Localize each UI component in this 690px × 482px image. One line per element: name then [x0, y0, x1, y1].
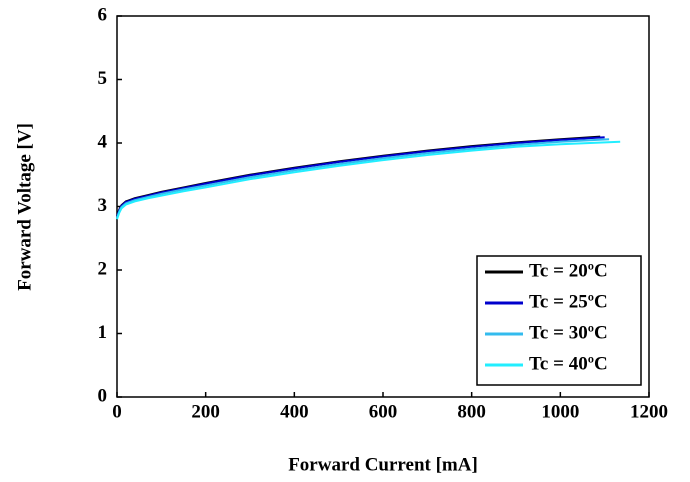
legend-label: Tc = 30ºC: [529, 322, 608, 343]
x-tick-label: 0: [112, 401, 122, 422]
legend-label: Tc = 25ºC: [529, 291, 608, 312]
legend-label: Tc = 20ºC: [529, 260, 608, 281]
y-tick-label: 3: [98, 195, 108, 216]
y-tick-label: 1: [98, 322, 108, 343]
y-tick-label: 2: [98, 258, 108, 279]
line-series: [116, 138, 610, 219]
y-tick-label: 5: [98, 68, 108, 89]
x-tick-label: 200: [191, 401, 220, 422]
legend-label: Tc = 40ºC: [529, 353, 608, 374]
x-tick-label: 600: [369, 401, 398, 422]
line-series: [116, 140, 621, 220]
x-axis-label: Forward Current [mA]: [288, 454, 478, 475]
x-tick-label: 800: [457, 401, 486, 422]
y-tick-label: 6: [98, 4, 108, 25]
x-tick-label: 1000: [541, 401, 579, 422]
y-tick-label: 4: [98, 131, 108, 152]
x-tick-label: 400: [280, 401, 309, 422]
line-series: [116, 135, 601, 217]
x-tick-label: 1200: [630, 401, 668, 422]
line-series: [116, 136, 605, 217]
y-axis-label: Forward Voltage [V]: [14, 123, 35, 291]
y-tick-label: 0: [98, 385, 108, 406]
